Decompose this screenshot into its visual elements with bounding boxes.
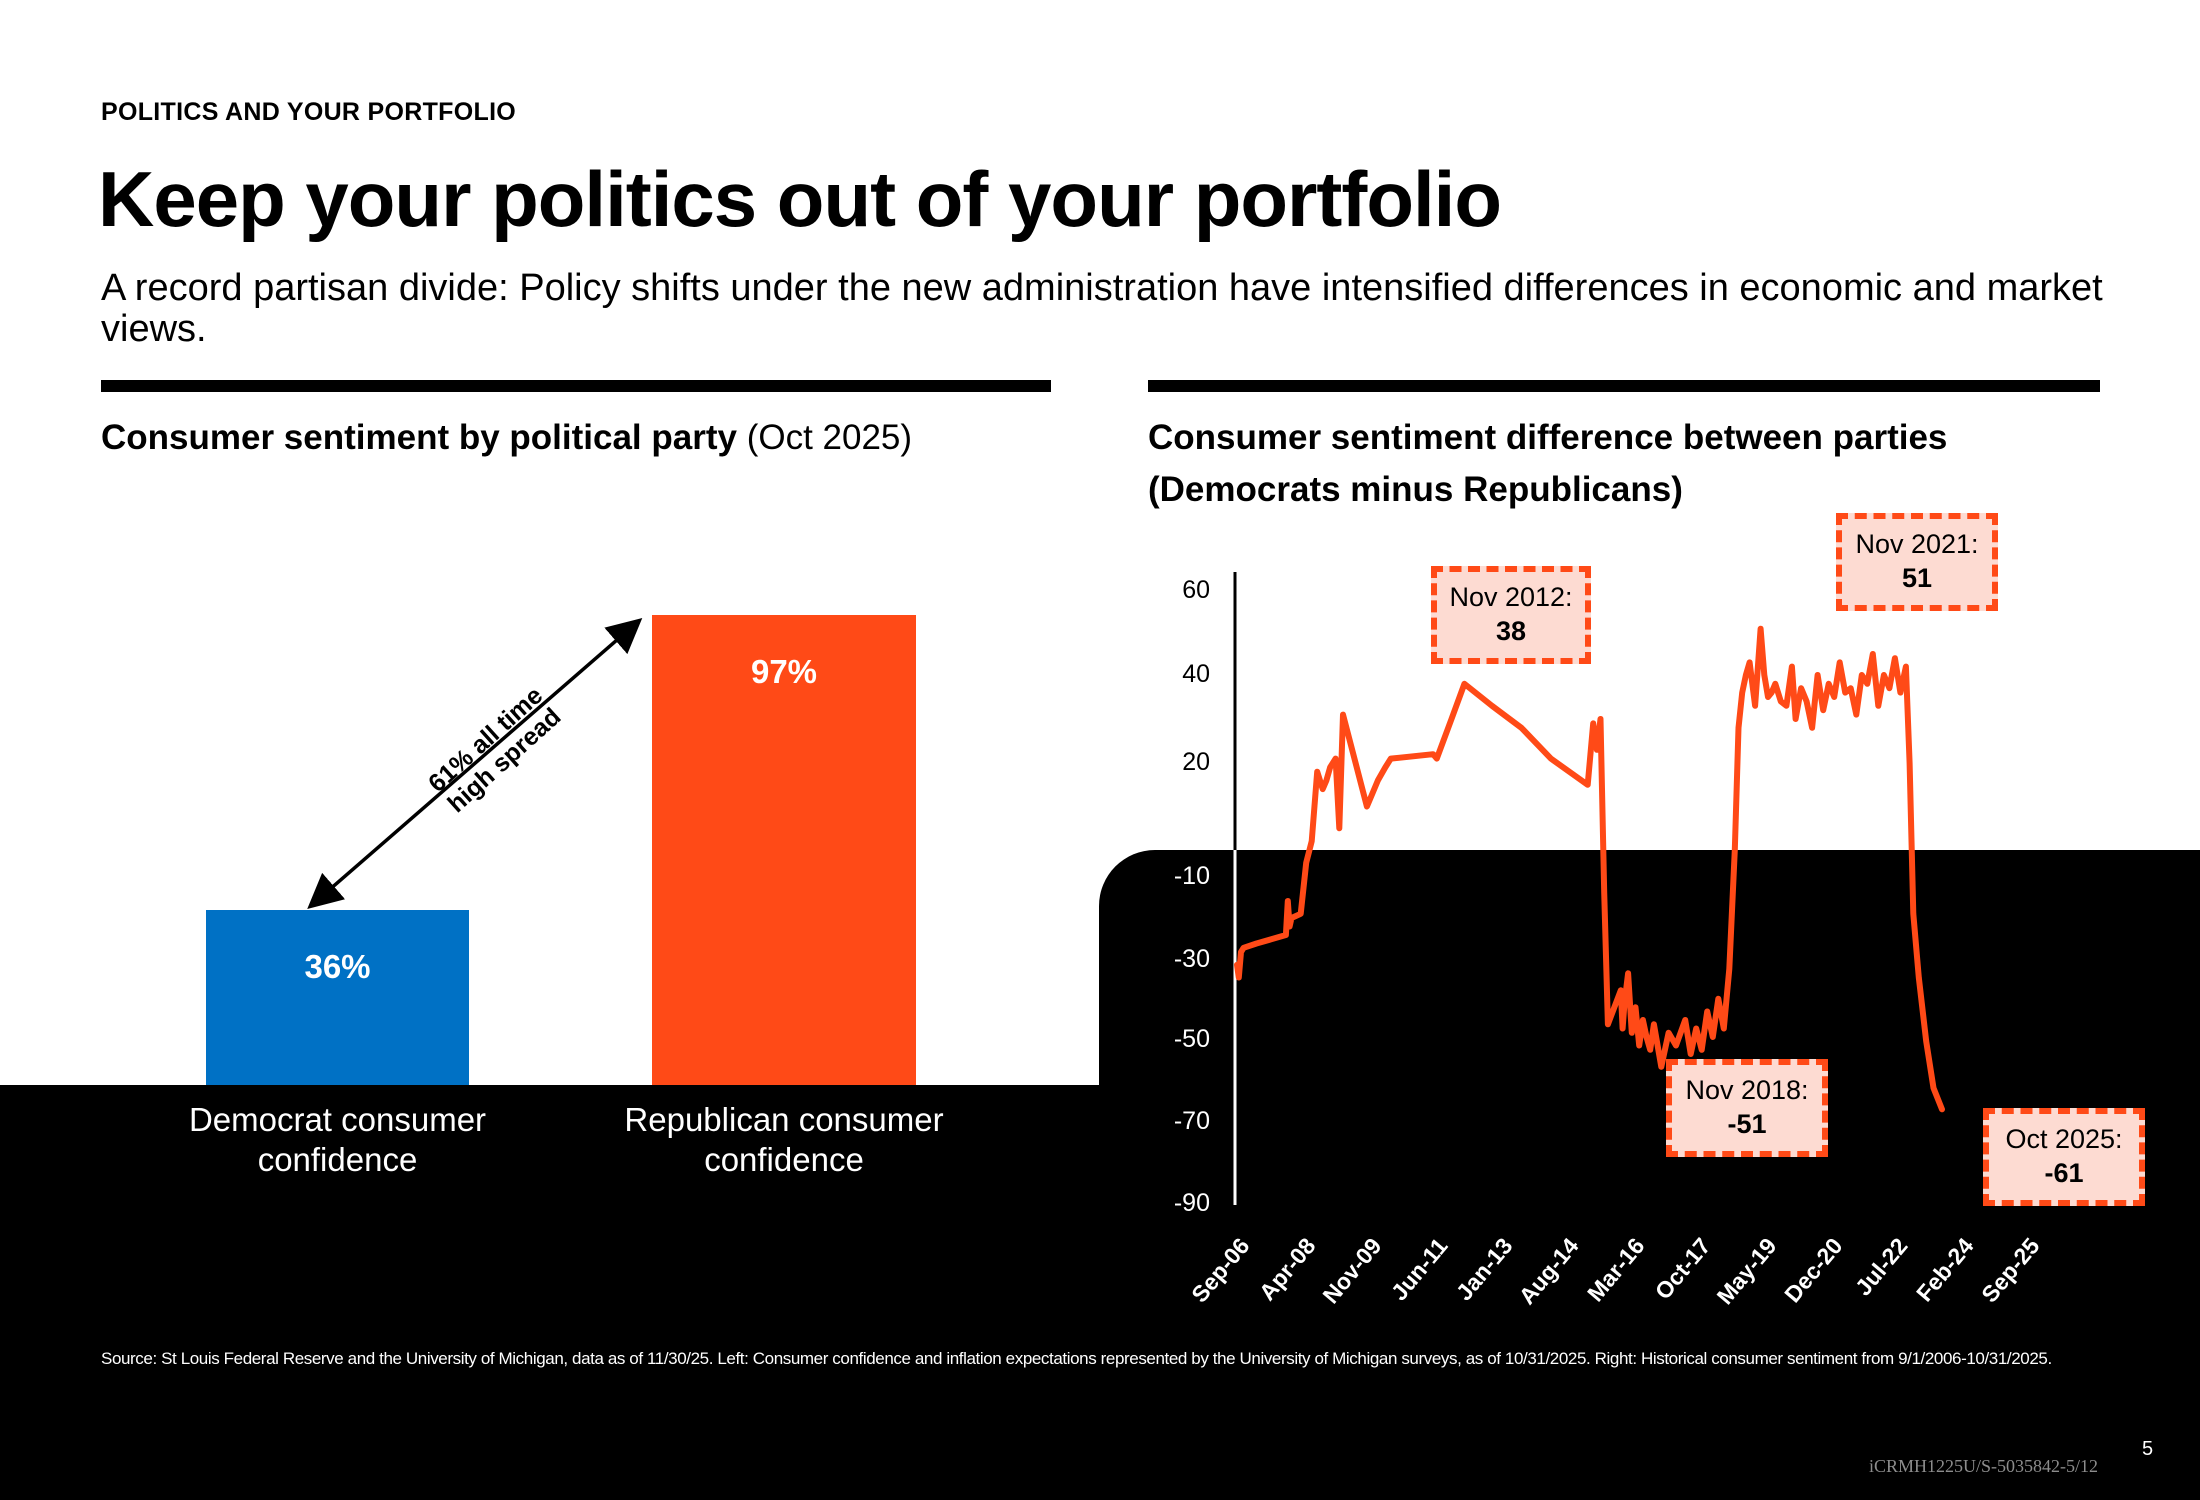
category-label-democrat: Democrat consumer confidence — [188, 1101, 487, 1178]
line-annotation-box: Nov 2018: -51 — [1666, 1059, 1828, 1157]
page-subtitle: A record partisan divide: Policy shifts … — [101, 267, 2103, 350]
sentiment-difference-line — [1234, 625, 1945, 1113]
annotation-value: 38 — [1495, 616, 1527, 646]
line-annotation-box: Nov 2021: 51 — [1836, 513, 1998, 611]
bar-republican: 97% — [652, 614, 916, 1085]
page-number: 5 — [2142, 1438, 2154, 1460]
y-tick-label: -50 — [1173, 1025, 1210, 1053]
right-chart-heading-line1: Consumer sentiment difference between pa… — [1148, 418, 1948, 457]
spread-double-arrow — [307, 617, 643, 909]
y-tick-label: -70 — [1173, 1107, 1210, 1135]
section-eyebrow: POLITICS AND YOUR PORTFOLIO — [101, 98, 517, 126]
dark-chart-background — [1099, 850, 2200, 1150]
page-title: Keep your politics out of your portfolio — [98, 155, 1502, 243]
dark-background-band — [0, 1085, 2200, 1500]
source-footnote: Source: St Louis Federal Reserve and the… — [101, 1349, 2052, 1368]
annotation-date: Nov 2021: — [1855, 529, 1979, 559]
line-annotation-box: Nov 2012: 38 — [1431, 566, 1591, 664]
right-chart-heading: Consumer sentiment difference between pa… — [1148, 412, 1947, 516]
right-section-divider — [1148, 380, 2100, 392]
bar-value-label-democrat: 36% — [304, 948, 371, 986]
y-tick-label: 60 — [1182, 576, 1210, 604]
line-annotation-box: Oct 2025: -61 — [1983, 1108, 2145, 1206]
annotation-value: -61 — [2044, 1158, 2084, 1188]
bar-democrat: 36% — [206, 910, 469, 1085]
left-chart-heading-date: (Oct 2025) — [746, 418, 913, 457]
annotation-date: Nov 2012: — [1449, 582, 1573, 612]
bar-value-label-republican: 97% — [750, 652, 818, 690]
y-tick-label: -90 — [1173, 1189, 1210, 1217]
left-section-divider — [101, 380, 1051, 392]
category-label-republican: Republican consumer confidence — [624, 1101, 944, 1178]
document-code: iCRMH1225U/S-5035842-5/12 — [1868, 1456, 2098, 1476]
y-tick-label: -10 — [1173, 862, 1210, 890]
y-tick-label: 40 — [1182, 660, 1210, 688]
annotation-value: 51 — [1901, 563, 1933, 593]
y-tick-label: -30 — [1173, 945, 1210, 973]
annotation-date: Nov 2018: — [1685, 1075, 1809, 1105]
left-chart-heading: Consumer sentiment by political party (O… — [101, 412, 912, 464]
annotation-date: Oct 2025: — [2005, 1124, 2123, 1154]
y-tick-label: 20 — [1182, 748, 1210, 776]
annotation-value: -51 — [1727, 1109, 1767, 1139]
left-chart-heading-bold: Consumer sentiment by political party — [101, 418, 737, 457]
right-chart-heading-line2: (Democrats minus Republicans) — [1148, 470, 1683, 509]
